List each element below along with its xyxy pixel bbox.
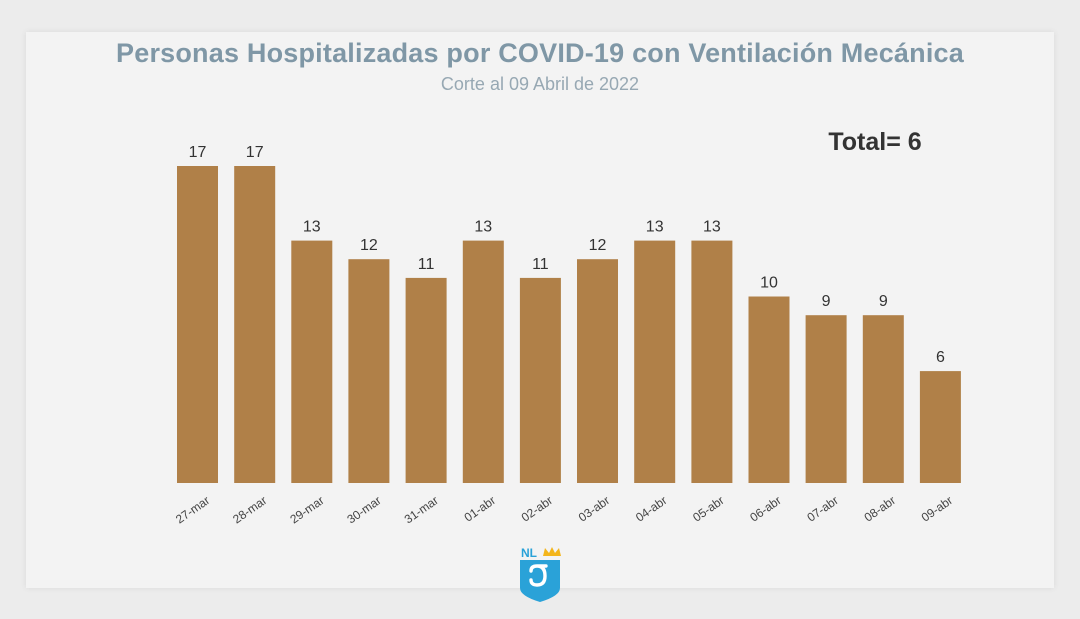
x-tick-label-30-mar: 30-mar bbox=[344, 493, 383, 526]
bar-30-mar bbox=[348, 259, 390, 483]
total-annotation: Total= 6 bbox=[828, 128, 922, 156]
chart-title: Personas Hospitalizadas por COVID-19 con… bbox=[116, 38, 964, 68]
bar-28-mar bbox=[234, 166, 276, 483]
x-tick-label-29-mar: 29-mar bbox=[287, 493, 326, 526]
bar-01-abr bbox=[462, 240, 504, 483]
bar-08-abr bbox=[862, 315, 904, 483]
data-label-03-abr: 12 bbox=[589, 237, 607, 254]
data-label-01-abr: 13 bbox=[474, 219, 492, 236]
data-label-02-abr: 11 bbox=[532, 256, 549, 273]
data-label-04-abr: 13 bbox=[646, 219, 664, 236]
data-label-05-abr: 13 bbox=[703, 219, 721, 236]
data-label-31-mar: 11 bbox=[418, 256, 435, 273]
data-label-29-mar: 13 bbox=[303, 219, 321, 236]
bar-05-abr bbox=[691, 240, 733, 483]
x-tick-label-03-abr: 03-abr bbox=[576, 493, 612, 524]
crown-icon bbox=[543, 547, 561, 556]
x-tick-label-02-abr: 02-abr bbox=[519, 493, 555, 524]
bar-09-abr bbox=[919, 371, 961, 483]
bar-31-mar bbox=[405, 277, 447, 483]
shield-glyph-icon bbox=[529, 564, 548, 587]
data-label-27-mar: 17 bbox=[189, 144, 207, 161]
data-label-07-abr: 9 bbox=[822, 293, 831, 310]
x-tick-label-04-abr: 04-abr bbox=[633, 493, 669, 524]
bar-27-mar bbox=[177, 166, 218, 483]
x-tick-label-01-abr: 01-abr bbox=[462, 493, 498, 524]
data-label-09-abr: 6 bbox=[936, 349, 945, 366]
data-label-06-abr: 10 bbox=[760, 275, 778, 292]
bar-02-abr bbox=[519, 277, 561, 483]
x-tick-label-09-abr: 09-abr bbox=[919, 493, 955, 524]
bar-06-abr bbox=[748, 296, 790, 483]
x-tick-label-27-mar: 27-mar bbox=[173, 493, 212, 526]
chart-subtitle: Corte al 09 Abril de 2022 bbox=[440, 74, 640, 94]
data-label-28-mar: 17 bbox=[246, 144, 264, 161]
x-tick-label-31-mar: 31-mar bbox=[402, 493, 441, 526]
bar-04-abr bbox=[634, 240, 676, 483]
bar-chart: 17 27-mar 17 28-mar 13 29-mar 12 30-mar 11 31-mar… bbox=[173, 144, 961, 526]
logo-text: NL bbox=[521, 546, 537, 560]
nuevo-leon-logo-icon: NL bbox=[520, 546, 561, 602]
bar-29-mar bbox=[291, 240, 333, 483]
x-tick-label-07-abr: 07-abr bbox=[804, 493, 840, 524]
data-label-30-mar: 12 bbox=[360, 237, 378, 254]
bar-03-abr bbox=[577, 259, 618, 483]
x-tick-label-05-abr: 05-abr bbox=[690, 493, 726, 524]
x-tick-label-28-mar: 28-mar bbox=[230, 493, 269, 526]
bar-07-abr bbox=[805, 315, 847, 483]
x-tick-label-08-abr: 08-abr bbox=[862, 493, 898, 524]
data-label-08-abr: 9 bbox=[879, 293, 888, 310]
x-tick-label-06-abr: 06-abr bbox=[747, 493, 783, 524]
